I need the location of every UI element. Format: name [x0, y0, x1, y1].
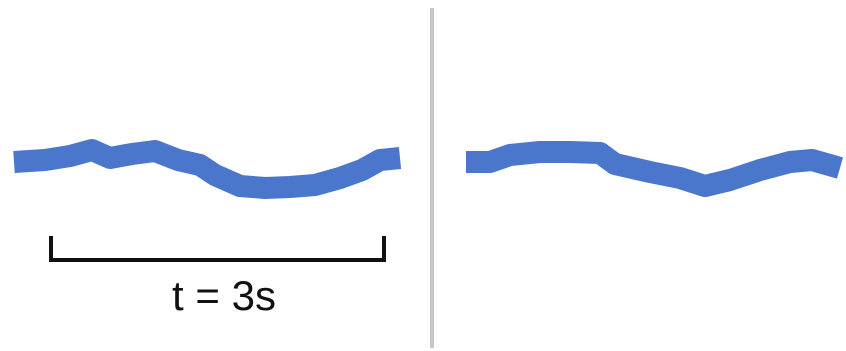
left-wave-stroke: [13, 139, 402, 199]
right-wave-stroke: [466, 141, 844, 197]
duration-label: t = 3s: [172, 272, 276, 319]
duration-bracket: [49, 236, 386, 262]
left-panel: t = 3s: [13, 139, 402, 319]
right-panel: [466, 141, 844, 197]
